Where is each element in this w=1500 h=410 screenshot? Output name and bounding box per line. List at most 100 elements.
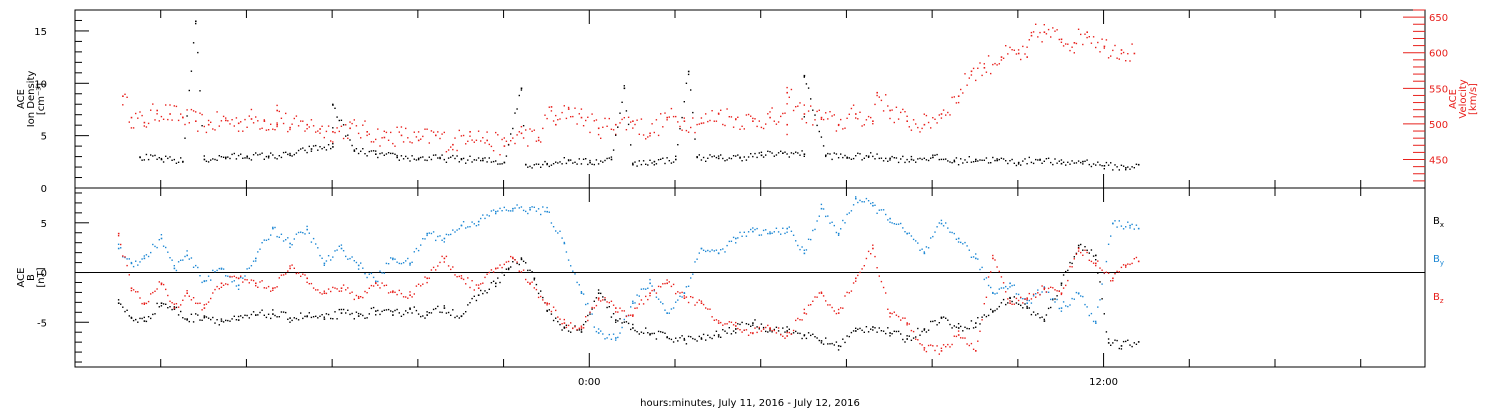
bz-point (700, 300, 703, 302)
bx-point (765, 330, 767, 333)
velocity-point (760, 126, 763, 129)
by-point (475, 225, 478, 227)
bz-point (518, 270, 520, 272)
density-point (186, 115, 188, 117)
by-point (947, 227, 949, 229)
velocity-point (623, 117, 625, 119)
bz-point (432, 266, 435, 269)
density-point (430, 158, 433, 161)
velocity-point (1127, 53, 1129, 55)
by-point (1005, 285, 1007, 288)
bx-point (492, 280, 495, 282)
velocity-point (876, 94, 878, 97)
by-point (893, 223, 895, 225)
bx-point (1071, 262, 1073, 265)
by-point (445, 233, 448, 236)
density-point (653, 160, 656, 163)
bz-point (807, 304, 810, 306)
by-point (1129, 224, 1131, 227)
bz-point (327, 288, 330, 290)
bz-point (1112, 277, 1114, 280)
velocity-point (889, 117, 891, 120)
velocity-point (983, 63, 985, 65)
density-point (983, 159, 985, 161)
bx-point (454, 316, 456, 319)
density-point (207, 161, 210, 163)
bz-point (743, 329, 745, 331)
by-point (657, 298, 660, 300)
density-point (715, 156, 718, 159)
velocity-point (717, 113, 720, 115)
bz-point (396, 293, 398, 296)
bz-point (925, 350, 928, 353)
by-point (745, 235, 748, 237)
bz-point (863, 265, 865, 267)
density-point (1017, 163, 1020, 165)
by-point (512, 210, 514, 212)
by-point (910, 235, 913, 237)
density-point (1122, 165, 1125, 167)
bz-point (353, 298, 355, 301)
by-point (951, 231, 953, 234)
velocity-point (546, 117, 548, 120)
density-point (293, 153, 295, 156)
bz-point (492, 271, 495, 273)
by-point (752, 227, 754, 229)
bx-point (143, 316, 145, 319)
bx-point (591, 308, 593, 310)
by-point (953, 232, 955, 235)
velocity-point (1062, 45, 1065, 47)
bx-point (567, 330, 570, 332)
by-point (582, 293, 585, 295)
velocity-point (777, 121, 780, 123)
density-point (1030, 161, 1033, 164)
bz-point (657, 285, 660, 288)
bx-point (220, 320, 223, 322)
bx-point (968, 328, 970, 330)
bz-point (302, 273, 304, 275)
density-point (237, 154, 240, 157)
density-point (340, 119, 343, 121)
by-point (876, 212, 878, 214)
density-point (559, 161, 561, 163)
density-point (711, 156, 713, 158)
velocity-point (891, 109, 893, 111)
bx-point (540, 290, 542, 292)
velocity-point (525, 129, 527, 131)
velocity-point (610, 128, 613, 130)
bz-point (383, 284, 385, 287)
by-point (790, 230, 793, 232)
bz-point (306, 277, 308, 280)
velocity-point (859, 111, 861, 113)
bz-point (257, 286, 259, 288)
density-point (769, 151, 771, 153)
velocity-point (1101, 38, 1103, 40)
bx-point (357, 312, 360, 315)
bx-point (325, 313, 328, 315)
velocity-point (276, 104, 278, 107)
bz-point (1099, 267, 1101, 269)
bx-point (638, 333, 640, 335)
bx-point (304, 315, 306, 318)
bx-point (758, 328, 760, 330)
bz-point (323, 290, 325, 292)
by-point (184, 255, 186, 258)
velocity-point (820, 118, 823, 120)
velocity-point (876, 91, 878, 94)
velocity-point (1035, 23, 1037, 25)
bx-point (570, 331, 572, 333)
velocity-point (413, 131, 415, 133)
bx-point (548, 309, 550, 311)
velocity-point (955, 102, 958, 104)
bz-point (319, 292, 321, 294)
bz-point (334, 287, 336, 289)
bx-point (1114, 339, 1116, 341)
bz-point (758, 326, 760, 329)
bx-point (906, 338, 908, 340)
density-point (780, 150, 782, 152)
bz-point (968, 344, 970, 347)
bz-point (533, 287, 535, 289)
legend-entry-label: B (1433, 254, 1440, 265)
bx-point (814, 336, 816, 338)
bz-point (505, 261, 508, 263)
